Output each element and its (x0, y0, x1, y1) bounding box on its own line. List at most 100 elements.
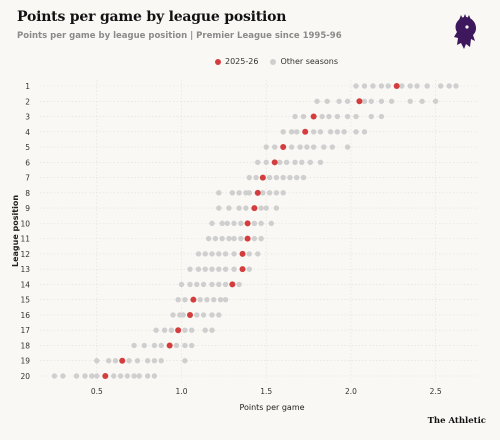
data-point-other-season (341, 129, 347, 135)
data-point-other-season (446, 83, 452, 89)
data-point-other-season (144, 358, 151, 364)
data-point-other-season (222, 296, 229, 303)
data-point-other-season (414, 83, 420, 89)
data-point-other-season (280, 174, 286, 181)
data-point-other-season (353, 113, 359, 120)
data-point-other-season (266, 174, 273, 181)
data-point-other-season (388, 98, 395, 104)
legend-item-current: 2025-26 (215, 57, 258, 66)
x-tick-label: 1.0 (176, 387, 188, 396)
data-point-other-season (246, 174, 252, 181)
data-point-other-season (258, 205, 264, 211)
data-point-other-season (89, 373, 95, 379)
y-tick-label: 4 (25, 128, 30, 137)
data-point-other-season (317, 159, 324, 166)
data-point-other-season (131, 342, 137, 349)
y-tick-label: 1 (25, 82, 30, 91)
data-point-other-season (126, 358, 132, 364)
data-point-other-season (200, 312, 207, 318)
legend-label-other: Other seasons (280, 57, 338, 66)
data-point-other-season (288, 144, 295, 150)
data-point-other-season (255, 159, 261, 166)
data-point-other-season (204, 296, 210, 303)
data-point-other-season (82, 373, 88, 379)
lion-eye (465, 25, 469, 29)
data-point-other-season (268, 220, 275, 227)
x-tick-label: 2.0 (345, 387, 357, 396)
x-tick-label: 1.5 (260, 387, 272, 396)
data-point-other-season (246, 190, 252, 196)
data-point-other-season (273, 190, 280, 196)
y-tick-label: 12 (20, 250, 30, 259)
data-point-other-season (432, 98, 439, 104)
data-point-other-season (321, 144, 327, 150)
data-point-other-season (205, 235, 212, 242)
data-point-other-season (424, 83, 430, 89)
data-point-other-season (222, 266, 229, 272)
data-point-other-season (238, 220, 244, 227)
data-point-other-season (231, 220, 237, 227)
data-point-other-season (353, 83, 359, 89)
data-point-other-season (216, 251, 222, 257)
data-point-other-season (231, 235, 237, 242)
data-point-other-season (194, 312, 200, 318)
data-point-other-season (300, 113, 307, 120)
data-point-other-season (216, 205, 222, 211)
data-point-other-season (236, 281, 242, 288)
y-tick-label: 8 (25, 189, 30, 198)
data-point-other-season (151, 358, 158, 364)
data-point-other-season (299, 159, 305, 166)
data-point-other-season (258, 220, 264, 227)
y-tick-label: 7 (25, 174, 30, 183)
data-point-other-season (219, 235, 225, 242)
data-point-other-season (361, 83, 368, 89)
data-point-other-season (175, 296, 181, 303)
data-point-other-season (112, 358, 119, 364)
data-point-other-season (378, 113, 385, 120)
data-point-other-season (197, 296, 203, 303)
data-point-other-season (334, 113, 341, 120)
data-point-2025-26 (393, 83, 400, 89)
data-point-other-season (144, 373, 151, 379)
y-axis-title: League position (11, 195, 20, 267)
data-point-other-season (266, 190, 273, 196)
data-point-other-season (158, 358, 164, 364)
data-point-other-season (368, 113, 374, 120)
data-point-other-season (111, 373, 117, 379)
premier-league-logo (454, 14, 476, 49)
y-tick-label: 20 (20, 372, 30, 381)
data-point-other-season (419, 98, 425, 104)
data-point-other-season (260, 190, 266, 196)
data-point-other-season (200, 281, 207, 288)
data-point-other-season (173, 342, 180, 349)
data-point-other-season (263, 159, 269, 166)
data-point-other-season (236, 190, 242, 196)
crown-shape (459, 14, 471, 20)
data-point-other-season (212, 235, 219, 242)
y-tick-label: 3 (25, 113, 30, 122)
data-point-other-season (217, 296, 224, 303)
data-point-other-season (131, 373, 137, 379)
data-point-other-season (263, 144, 269, 150)
data-point-other-season (300, 174, 307, 181)
data-point-other-season (304, 144, 310, 150)
data-point-other-season (51, 373, 58, 379)
x-tick-label: 0.5 (91, 387, 103, 396)
data-point-other-season (378, 98, 385, 104)
data-point-other-season (246, 251, 252, 257)
data-point-other-season (136, 373, 142, 379)
data-point-other-season (182, 342, 188, 349)
data-point-other-season (202, 327, 208, 333)
data-point-other-season (211, 296, 217, 303)
data-point-other-season (329, 144, 336, 150)
data-point-2025-26 (251, 205, 258, 212)
y-tick-label: 5 (25, 143, 30, 152)
legend: 2025-26 Other seasons (215, 57, 344, 66)
data-point-other-season (294, 129, 300, 135)
data-point-other-season (151, 342, 158, 349)
data-point-other-season (94, 373, 100, 379)
data-point-2025-26 (239, 250, 246, 257)
y-tick-label: 15 (20, 296, 30, 305)
data-point-2025-26 (356, 98, 363, 105)
